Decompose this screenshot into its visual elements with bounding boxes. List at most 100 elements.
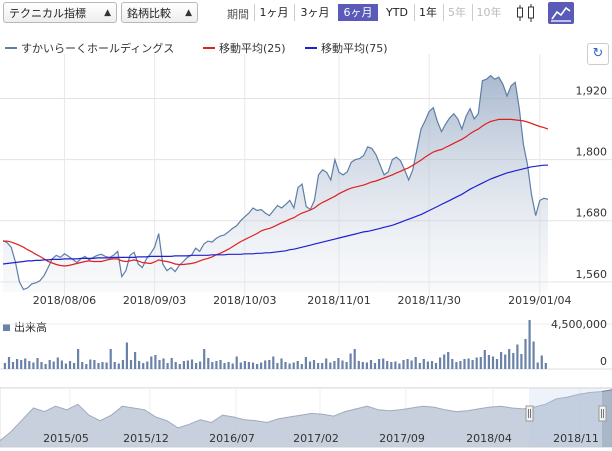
volume-bar	[44, 364, 47, 369]
refresh-button[interactable]: ↻	[587, 43, 609, 65]
volume-bar	[162, 358, 165, 369]
volume-bar	[85, 364, 88, 369]
volume-bar	[361, 362, 364, 369]
volume-bar	[11, 362, 15, 369]
period-6m[interactable]: 6ヶ月	[338, 4, 378, 21]
volume-bar	[357, 361, 360, 369]
volume-bar	[337, 358, 340, 369]
volume-bar	[504, 354, 507, 369]
legend-swatch	[203, 47, 215, 49]
volume-bar	[451, 359, 454, 369]
volume-bar	[512, 353, 515, 369]
volume-bar	[532, 341, 535, 369]
volume-bar	[455, 362, 458, 369]
volume-bar	[487, 355, 490, 369]
period-5y: 5年	[443, 4, 470, 21]
x-tick-label: 2018/11/30	[397, 294, 460, 307]
volume-bar	[463, 359, 466, 369]
volume-bar	[81, 362, 84, 369]
volume-bar	[447, 352, 450, 369]
volume-bar	[223, 363, 226, 369]
volume-bar	[540, 355, 543, 369]
volume-bar	[199, 361, 202, 369]
legend-label: 移動平均(75)	[321, 42, 388, 55]
volume-bar	[260, 362, 263, 369]
y-tick-label: 1,800	[576, 146, 608, 159]
price-area	[3, 75, 548, 292]
volume-bar	[426, 361, 429, 369]
volume-bar	[430, 361, 434, 369]
volume-bar	[150, 356, 153, 369]
volume-bar	[272, 356, 275, 369]
navigator-left-handle[interactable]	[525, 405, 534, 422]
select-arrow-icon: ▲	[185, 8, 192, 18]
volume-bar	[235, 356, 238, 369]
volume-bar	[77, 349, 80, 369]
volume-bar	[174, 362, 177, 369]
period-3m[interactable]: 3ヶ月	[294, 4, 335, 21]
volume-bar	[475, 357, 478, 369]
volume-bar	[500, 352, 503, 369]
volume-bar	[190, 359, 194, 369]
line-chart-icon[interactable]	[548, 2, 574, 24]
volume-bar	[97, 363, 100, 369]
navigator-x-tick-label: 2016/07	[209, 432, 255, 445]
volume-bar	[146, 361, 149, 369]
technical-indicator-label: テクニカル指標	[9, 7, 86, 20]
navigator-mask	[0, 388, 529, 447]
y-tick-label: 1,680	[576, 207, 608, 220]
volume-bar	[117, 363, 120, 369]
x-tick-label: 2019/01/04	[508, 294, 571, 307]
y-tick-label: 1,920	[576, 85, 608, 98]
ma75-line	[2, 164, 548, 265]
period-1y[interactable]: 1年	[414, 4, 441, 21]
volume-bar	[3, 363, 6, 369]
navigator-x-tick-label: 2015/12	[123, 432, 169, 445]
compare-label: 銘柄比較	[127, 7, 171, 20]
period-ytd[interactable]: YTD	[386, 6, 408, 19]
navigator-right-handle[interactable]	[598, 405, 607, 422]
volume-bar	[390, 362, 393, 369]
volume-bar	[219, 360, 222, 369]
volume-bar	[296, 361, 299, 369]
volume-bar	[300, 364, 303, 369]
volume-y-tick-label: 0	[600, 355, 607, 368]
volume-bar	[528, 320, 531, 369]
volume-bar	[406, 359, 409, 369]
volume-bar	[345, 362, 348, 369]
period-1m[interactable]: 1ヶ月	[254, 4, 293, 21]
compare-select[interactable]: 銘柄比較 ▲	[121, 2, 198, 23]
volume-bar	[398, 363, 401, 369]
volume-bar	[109, 349, 112, 369]
volume-bar	[402, 360, 405, 369]
volume-bar	[349, 353, 352, 369]
volume-bar	[158, 360, 161, 369]
price-line	[2, 74, 549, 291]
volume-bar	[321, 363, 324, 369]
volume-bar	[36, 358, 39, 369]
price-chart: 1,920 1,800 1,680 1,560 2018/08/06 2018/09/03…	[0, 54, 612, 307]
volume-bar	[256, 364, 259, 369]
volume-bar	[68, 361, 72, 369]
volume-bar	[211, 362, 214, 369]
technical-indicator-select[interactable]: テクニカル指標 ▲	[3, 2, 117, 23]
volume-y-tick-label: 4,500,000	[551, 318, 607, 331]
volume-bar	[56, 357, 59, 369]
volume-bar	[101, 362, 104, 369]
volume-bar	[443, 354, 446, 369]
refresh-icon: ↻	[592, 46, 604, 61]
volume-bar	[268, 360, 271, 369]
volume-bar	[28, 361, 31, 369]
volume-bar	[125, 342, 128, 369]
volume-bar	[418, 363, 421, 369]
ma25-line	[3, 118, 549, 267]
x-tick-label: 2018/10/03	[213, 294, 276, 307]
navigator-x-tick-label: 2018/04	[466, 432, 512, 445]
navigator-area	[0, 389, 612, 447]
volume-bar	[64, 363, 67, 369]
volume-bar	[89, 359, 92, 369]
volume-bar	[483, 350, 486, 369]
legend-label: 移動平均(25)	[219, 42, 286, 55]
candlestick-chart-icon[interactable]	[514, 2, 538, 24]
